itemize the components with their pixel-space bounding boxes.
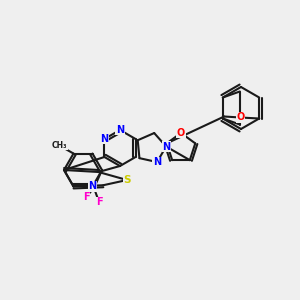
Text: O: O [236, 112, 244, 122]
Text: N: N [116, 125, 124, 135]
Text: N: N [88, 182, 97, 191]
Text: O: O [177, 128, 185, 138]
Text: N: N [162, 142, 170, 152]
Text: N: N [100, 134, 109, 144]
Text: F: F [83, 192, 89, 202]
Text: N: N [153, 157, 161, 167]
Text: CH₃: CH₃ [52, 141, 67, 150]
Text: S: S [123, 175, 131, 185]
Text: F: F [96, 197, 102, 207]
